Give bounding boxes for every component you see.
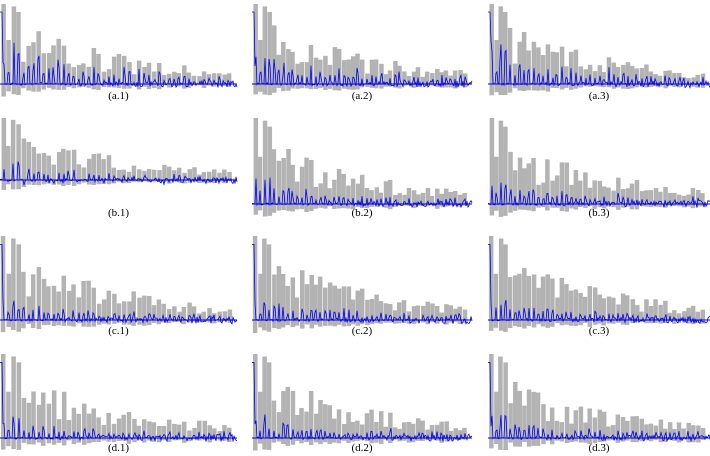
blue-trace (0, 244, 238, 325)
panel-label: (c.3) (589, 325, 610, 337)
blue-trace (0, 362, 238, 443)
panel: (c.1) (0, 236, 238, 337)
panel-label: (d.2) (351, 442, 372, 454)
panel: (c.3) (488, 236, 710, 337)
panel: (d.1) (0, 354, 238, 454)
panel: (d.2) (252, 354, 472, 454)
panel-label: (b.2) (351, 207, 372, 219)
blue-trace (488, 11, 710, 89)
blue-trace (252, 244, 473, 325)
blue-trace (0, 11, 238, 89)
panel: (a.3) (488, 4, 710, 102)
panel-label: (a.2) (352, 90, 373, 102)
panel: (b.1) (0, 118, 238, 219)
blue-trace (488, 362, 710, 443)
panel-label: (c.2) (352, 325, 373, 337)
blue-trace (488, 244, 710, 324)
panel-label: (a.3) (589, 90, 610, 102)
blue-trace (252, 362, 472, 442)
panel-label: (a.1) (108, 90, 129, 102)
panel: (a.1) (0, 4, 238, 102)
panel-label: (b.3) (588, 207, 609, 219)
panel: (c.2) (252, 236, 473, 337)
blue-trace (0, 161, 238, 186)
panel-label: (b.1) (108, 207, 129, 219)
panel: (a.2) (252, 4, 473, 102)
panel-label: (d.1) (108, 442, 129, 454)
panel-label: (c.1) (108, 325, 129, 337)
blue-trace (488, 182, 710, 208)
panel: (b.3) (488, 118, 710, 219)
blue-trace (251, 177, 473, 209)
blue-trace (252, 11, 473, 89)
panel-label: (d.3) (588, 442, 609, 454)
panel: (b.2) (251, 118, 473, 219)
panel: (d.3) (488, 354, 710, 454)
